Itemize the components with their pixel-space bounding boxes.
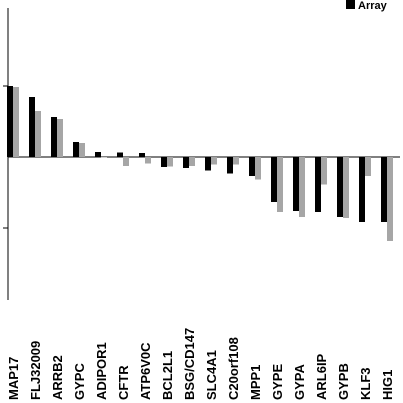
bar-series1-gypc: [73, 142, 79, 157]
x-tick-label: ARL6IP: [314, 353, 329, 400]
bar-series1-gype: [271, 157, 277, 202]
bar-series1-bcl2l1: [161, 157, 167, 167]
bar-series1-cftr: [117, 152, 123, 157]
bar-series1-hig1: [381, 157, 387, 222]
legend: Array: [346, 0, 388, 12]
bars-group: [7, 86, 393, 241]
bar-array-slc4a1: [211, 157, 217, 165]
bar-series1-map17: [7, 86, 13, 157]
bar-array-gypa: [299, 157, 305, 217]
bar-array-gype: [277, 157, 283, 212]
bar-array-flj32009: [35, 111, 41, 157]
x-tick-label: KLF3: [358, 368, 373, 401]
x-tick-label: FLJ32009: [28, 341, 43, 400]
bar-array-cftr: [123, 157, 129, 166]
bar-array-klf3: [365, 157, 371, 176]
x-tick-label: C20orf108: [226, 337, 241, 400]
bar-array-mpp1: [255, 157, 261, 180]
bar-array-gypc: [79, 143, 85, 157]
bar-series1-arrb2: [51, 117, 57, 157]
x-tick-label: CFTR: [116, 365, 131, 400]
bar-series1-gypb: [337, 157, 343, 217]
legend-swatch-array: [346, 0, 355, 9]
bar-array-c20orf108: [233, 157, 239, 165]
bar-series1-slc4a1: [205, 157, 211, 171]
bar-array-atp6v0c: [145, 157, 151, 164]
x-tick-label: HIG1: [380, 370, 395, 400]
x-tick-label: GYPA: [292, 364, 307, 400]
x-tick-labels: MAP17 FLJ32009 ARRB2 GYPC ADIPOR1 CFTR ATP6V0C…: [6, 328, 395, 400]
x-tick-label: GYPC: [72, 363, 87, 400]
bar-array-bcl2l1: [167, 157, 173, 167]
bar-array-map17: [13, 87, 19, 157]
bar-series1-flj32009: [29, 97, 35, 157]
bar-array-arrb2: [57, 119, 63, 157]
x-tick-label: BSG/CD147: [182, 328, 197, 400]
bar-series1-klf3: [359, 157, 365, 222]
bar-series1-mpp1: [249, 157, 255, 176]
bar-array-gypb: [343, 157, 349, 218]
x-tick-label: GYPE: [270, 364, 285, 400]
x-tick-label: MAP17: [6, 357, 21, 400]
bar-array-hig1: [387, 157, 393, 241]
bar-array-adipor1: [101, 157, 107, 158]
plot-area: MAP17 FLJ32009 ARRB2 GYPC ADIPOR1 CFTR ATP6V0C…: [3, 8, 400, 400]
bar-series1-gypa: [293, 157, 299, 211]
bar-series1-c20orf108: [227, 157, 233, 174]
x-tick-label: GYPB: [336, 363, 351, 400]
bar-series1-atp6v0c: [139, 153, 145, 157]
x-tick-label: ADIPOR1: [94, 342, 109, 400]
x-tick-label: BCL2L1: [160, 351, 175, 400]
bar-array-arl6ip: [321, 157, 327, 185]
bar-series1-adipor1: [95, 152, 101, 157]
bar-series1-arl6ip: [315, 157, 321, 212]
legend-label-array: Array: [358, 0, 388, 12]
bar-series1-bsg-cd147: [183, 157, 189, 168]
x-tick-label: ARRB2: [50, 355, 65, 400]
bar-array-bsg-cd147: [189, 157, 195, 166]
x-tick-label: SLC4A1: [204, 350, 219, 400]
x-tick-label: ATP6V0C: [138, 342, 153, 400]
x-tick-label: MPP1: [248, 365, 263, 400]
